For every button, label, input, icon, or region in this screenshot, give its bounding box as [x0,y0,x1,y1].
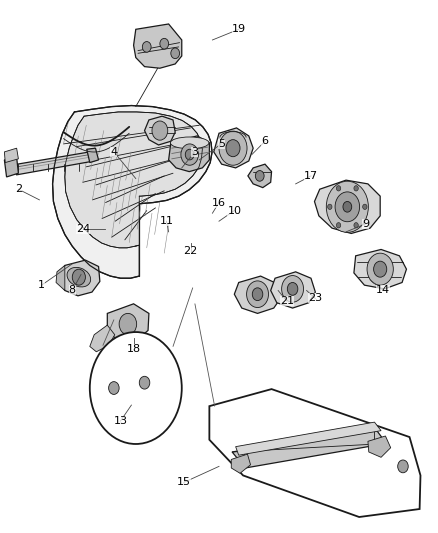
Text: 21: 21 [280,296,294,306]
Circle shape [109,382,119,394]
Text: 3: 3 [191,147,198,157]
Polygon shape [145,116,175,145]
Text: 14: 14 [376,286,390,295]
Polygon shape [271,272,315,308]
Circle shape [354,185,358,191]
Polygon shape [248,164,272,188]
Polygon shape [169,136,209,172]
Ellipse shape [170,137,209,149]
Circle shape [326,181,368,232]
Polygon shape [134,370,155,395]
Circle shape [255,171,264,181]
Circle shape [142,42,151,52]
Circle shape [119,313,137,335]
Circle shape [398,460,408,473]
Circle shape [282,276,304,302]
Polygon shape [4,148,18,163]
Circle shape [185,149,194,160]
Circle shape [90,332,182,444]
Circle shape [139,376,150,389]
Text: 8: 8 [69,286,76,295]
Text: 5: 5 [218,139,225,149]
Polygon shape [104,376,125,401]
Circle shape [354,223,358,228]
Circle shape [374,261,387,277]
Circle shape [226,140,240,157]
Polygon shape [232,427,386,468]
Polygon shape [134,24,182,68]
Polygon shape [368,436,391,457]
Circle shape [171,48,180,59]
Polygon shape [314,180,380,233]
Text: 6: 6 [261,136,268,146]
Circle shape [328,204,332,209]
Circle shape [152,121,168,140]
Text: 10: 10 [227,206,241,215]
Text: 13: 13 [113,416,127,426]
Polygon shape [214,128,253,168]
Text: 19: 19 [232,25,246,34]
Circle shape [363,204,367,209]
Circle shape [181,144,198,165]
Circle shape [219,131,247,165]
Circle shape [247,281,268,308]
Text: 11: 11 [159,216,173,226]
Polygon shape [58,260,100,296]
Polygon shape [234,276,281,313]
Text: 2: 2 [15,184,22,194]
Polygon shape [231,454,251,473]
Polygon shape [125,338,145,362]
Circle shape [336,223,341,228]
Text: 4: 4 [110,147,117,157]
Polygon shape [209,389,420,517]
Circle shape [72,269,85,285]
Polygon shape [4,157,18,177]
Polygon shape [53,106,212,278]
Circle shape [367,253,393,285]
Polygon shape [65,112,202,248]
Text: 1: 1 [38,280,45,290]
Ellipse shape [67,268,91,287]
Polygon shape [107,304,149,341]
Polygon shape [236,422,381,455]
Circle shape [287,282,298,295]
Text: 15: 15 [177,478,191,487]
Polygon shape [354,249,406,289]
Text: 24: 24 [76,224,90,234]
Text: 9: 9 [362,219,369,229]
Circle shape [336,185,341,191]
Polygon shape [87,148,99,163]
Text: 18: 18 [127,344,141,354]
Circle shape [252,288,263,301]
Circle shape [160,38,169,49]
Text: 23: 23 [308,294,322,303]
Polygon shape [90,325,115,352]
Text: 16: 16 [212,198,226,207]
Text: 22: 22 [184,246,198,255]
Polygon shape [56,265,65,290]
Text: 17: 17 [304,171,318,181]
Circle shape [343,201,352,212]
Polygon shape [11,152,94,175]
Circle shape [335,192,360,222]
